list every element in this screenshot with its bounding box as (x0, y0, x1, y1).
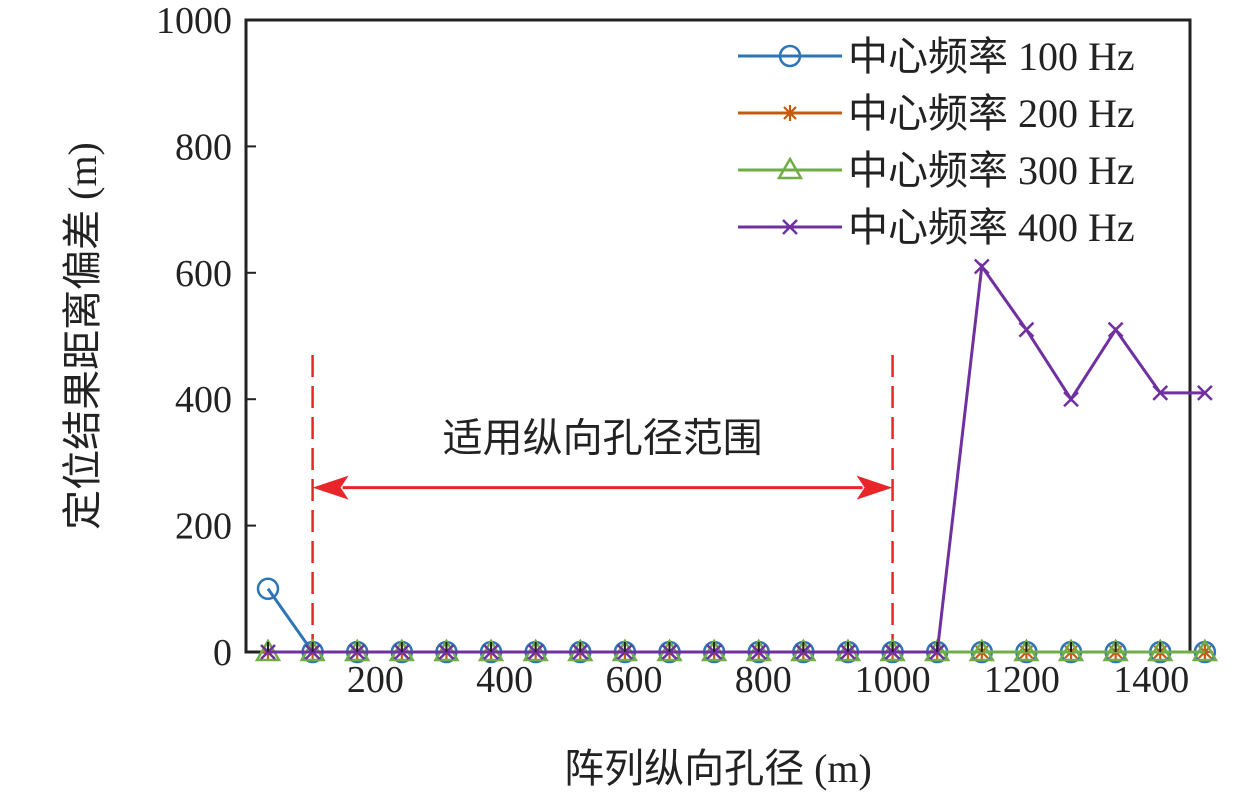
y-axis-title: 定位结果距离偏差 (m) (60, 142, 105, 530)
y-tick-label: 200 (175, 506, 232, 548)
data-point (1013, 638, 1040, 662)
x-tick-label: 400 (476, 659, 533, 701)
series-layer (254, 258, 1219, 664)
legend-marker (778, 44, 802, 68)
legend-marker (782, 105, 798, 121)
legend-marker (782, 219, 798, 235)
legend-entry: 中心频率 100 Hz (738, 34, 1135, 79)
data-point (1102, 638, 1129, 662)
annotation-layer: 适用纵向孔径范围 (311, 354, 894, 652)
data-point (1191, 638, 1219, 662)
tick-layer: 0 200 400 600 800 1000 200 400 600 800 1000 1200 140… (156, 0, 1189, 701)
data-point (1057, 638, 1085, 662)
y-tick-label: 0 (213, 632, 232, 674)
x-tick-label: 1400 (1113, 659, 1189, 701)
legend-label: 中心频率 200 Hz (848, 91, 1135, 136)
data-point (1196, 384, 1213, 401)
legend-label: 中心频率 400 Hz (848, 205, 1135, 250)
series-line (266, 587, 1205, 654)
series-line (267, 262, 1205, 654)
y-tick-label: 600 (175, 253, 232, 295)
legend-entry: 中心频率 200 Hz (738, 91, 1135, 136)
x-tick-label: 1200 (984, 659, 1060, 701)
legend: 中心频率 100 Hz 中心频率 200 Hz 中心频率 300 Hz 中心频率 40… (738, 34, 1135, 250)
legend-marker (776, 156, 804, 180)
legend-label: 中心频率 300 Hz (848, 148, 1135, 193)
y-tick-label: 1000 (156, 0, 232, 42)
x-tick-label: 200 (347, 659, 404, 701)
legend-entry: 中心频率 300 Hz (738, 148, 1135, 193)
y-tick-label: 400 (175, 379, 232, 421)
legend-label: 中心频率 100 Hz (848, 34, 1135, 79)
data-point (1107, 321, 1124, 338)
data-point (1063, 391, 1079, 408)
x-axis-title: 阵列纵向孔径 (m) (564, 746, 872, 791)
data-point (968, 638, 995, 662)
x-tick-label: 800 (735, 659, 792, 701)
range-arrow-left-head (312, 475, 349, 500)
x-tick-label: 600 (605, 659, 662, 701)
range-annotation-label: 适用纵向孔径范围 (443, 416, 763, 461)
range-arrow-right-head (856, 475, 893, 500)
x-tick-label: 1000 (855, 659, 931, 701)
y-tick-label: 800 (175, 126, 232, 168)
legend-entry: 中心频率 400 Hz (738, 205, 1135, 250)
data-point (1152, 384, 1169, 401)
data-point (256, 577, 280, 601)
data-point (1147, 638, 1174, 662)
data-point (973, 258, 990, 275)
data-point (1018, 321, 1035, 338)
